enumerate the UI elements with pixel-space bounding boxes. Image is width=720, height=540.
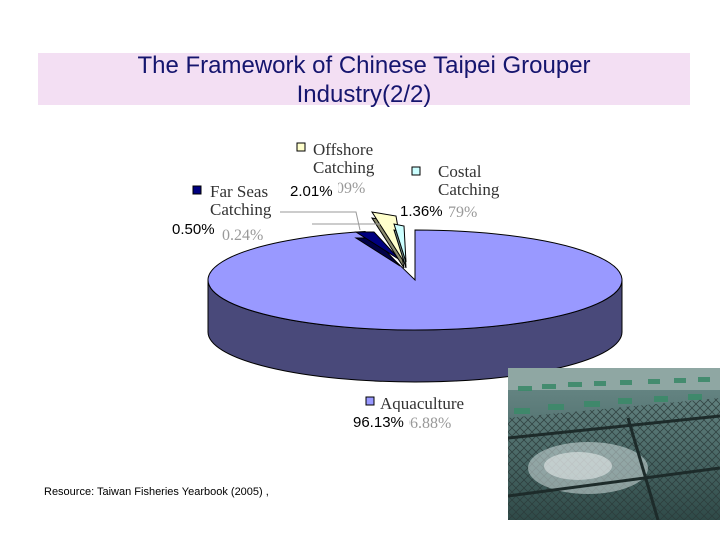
title-line-2: Industry(2/2) (296, 81, 432, 108)
data-label-costal-catching: 1.36% (400, 203, 443, 220)
legend-label-aquaculture: Aquaculture (380, 394, 464, 413)
title-band (38, 53, 690, 105)
legend-swatch-costal-catching (411, 166, 421, 176)
slide-title: The Framework of Chinese Taipei Grouper … (38, 51, 690, 109)
aquaculture-photo (508, 368, 720, 520)
legend-label-far-seas-catching: Far Seas (210, 182, 268, 201)
data-label-bg (351, 412, 409, 430)
data-label-bg (170, 219, 220, 237)
legend-label-offshore-catching: Catching (313, 158, 375, 177)
source-note: Resource: Taiwan Fisheries Yearbook (200… (44, 486, 269, 498)
slice-costal-catching (393, 223, 407, 263)
data-label-offshore-catching: 2.01% (290, 183, 333, 200)
ghost-value-far-seas-catching: 0.24% (222, 227, 263, 244)
legend-label-costal-catching: Costal (438, 162, 482, 181)
data-label-aquaculture: 96.13% (353, 414, 404, 431)
legend-swatch-aquaculture (365, 396, 375, 406)
data-label-bg (288, 181, 338, 199)
leader-line-far-seas (280, 211, 361, 231)
data-label-bg (398, 201, 448, 219)
legend-label-far-seas-catching: Catching (210, 200, 272, 219)
legend-label-costal-catching: Catching (438, 180, 500, 199)
legend-swatch-offshore-catching (296, 142, 306, 152)
legend-label-offshore-catching: Offshore (313, 140, 373, 159)
title-line-1: The Framework of Chinese Taipei Grouper (137, 52, 591, 79)
data-label-far-seas-catching: 0.50% (172, 221, 215, 238)
slice-aquaculture (207, 229, 623, 331)
legend-swatch-far-seas-catching (192, 185, 202, 195)
slice-far-seas-catching (354, 231, 401, 261)
ghost-value-aquaculture: 96.88% (402, 415, 451, 432)
